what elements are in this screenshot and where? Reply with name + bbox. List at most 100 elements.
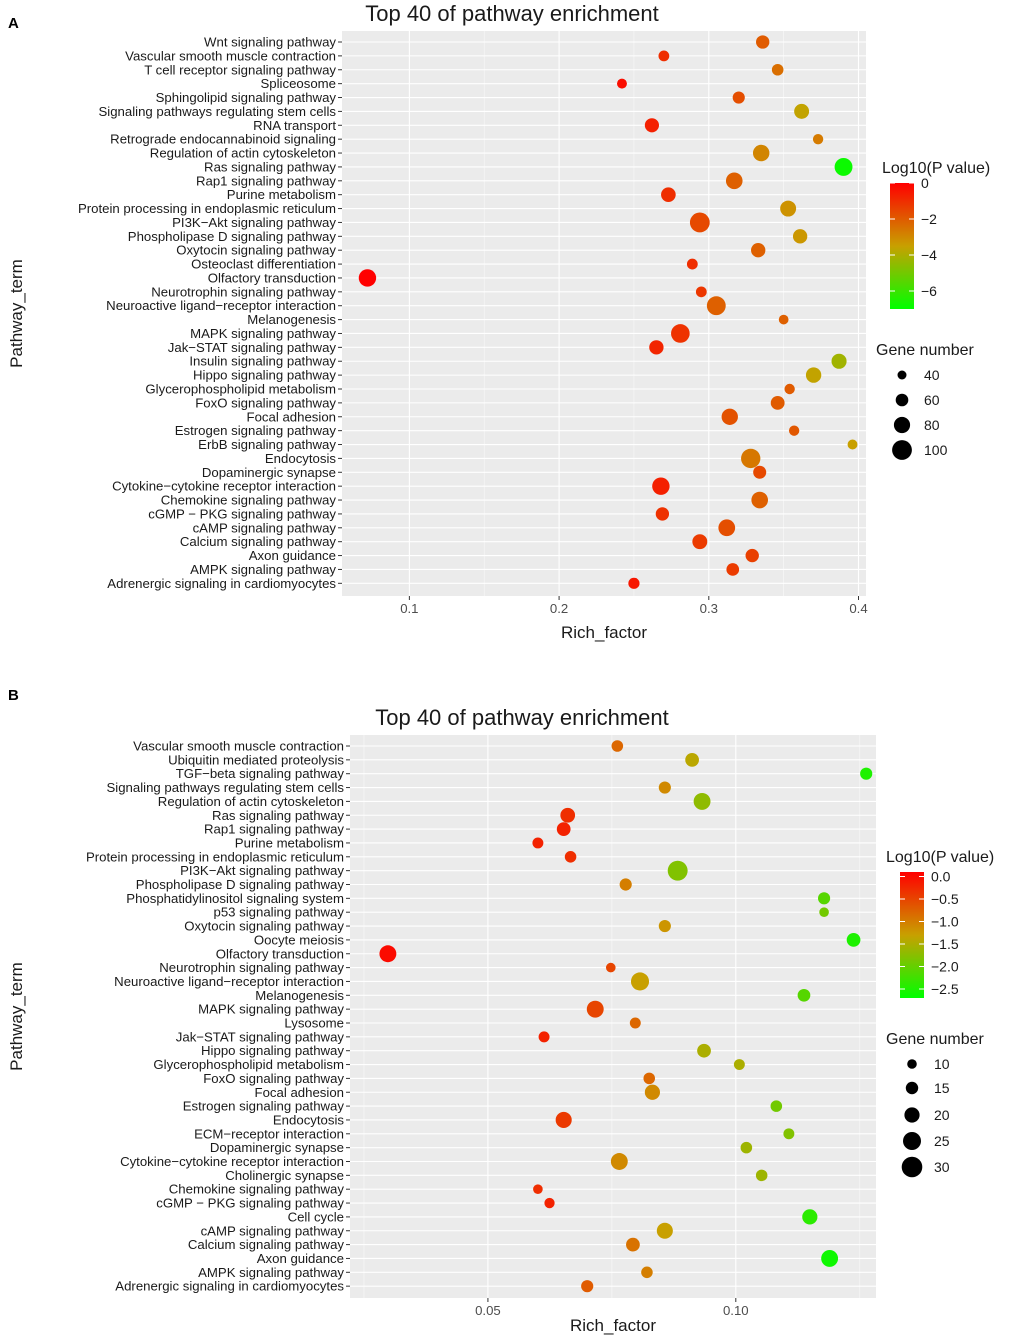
data-point	[581, 1280, 594, 1293]
size-legend-dot	[903, 1132, 921, 1150]
y-tick-label: Regulation of actin cytoskeleton	[150, 146, 336, 161]
data-point	[644, 118, 659, 133]
data-point	[564, 851, 577, 863]
y-tick-label: Insulin signaling pathway	[189, 354, 336, 369]
data-point	[630, 972, 650, 991]
data-point	[644, 1084, 660, 1100]
color-legend-label: −2.5	[931, 981, 959, 997]
x-tick-label: 0.4	[849, 601, 867, 616]
size-legend-label: 10	[934, 1056, 950, 1072]
data-point	[752, 144, 770, 162]
y-tick-label: AMPK signaling pathway	[190, 562, 336, 577]
plot-background	[350, 735, 876, 1298]
data-point	[706, 296, 726, 316]
y-tick-label: Retrograde endocannabinoid signaling	[110, 132, 336, 147]
data-point	[671, 324, 690, 343]
y-tick-label: TGF−beta signaling pathway	[176, 766, 345, 781]
color-legend-label: 0	[921, 175, 929, 191]
data-point	[755, 1169, 768, 1182]
y-tick-label: Signaling pathways regulating stem cells	[98, 104, 336, 119]
data-point	[860, 767, 873, 780]
data-point	[641, 1266, 653, 1279]
y-tick-label: Axon guidance	[257, 1251, 344, 1266]
y-tick-label: Osteoclast differentiation	[191, 257, 336, 272]
data-point	[794, 103, 810, 119]
y-tick-label: Focal adhesion	[247, 409, 336, 424]
data-point	[652, 477, 670, 495]
y-tick-label: Neuroactive ligand−receptor interaction	[114, 974, 344, 989]
y-tick-label: T cell receptor signaling pathway	[144, 62, 336, 77]
y-tick-label: cAMP signaling pathway	[201, 1223, 345, 1238]
data-point	[753, 465, 767, 479]
panel-letter: B	[8, 687, 19, 704]
data-point	[792, 229, 808, 244]
y-tick-label: Jak−STAT signaling pathway	[176, 1029, 345, 1044]
data-point	[658, 50, 670, 62]
data-point	[805, 367, 822, 383]
data-point	[656, 1222, 673, 1239]
data-point	[667, 860, 688, 881]
color-legend-label: −6	[921, 283, 937, 299]
size-legend-label: 25	[934, 1133, 950, 1149]
y-tick-label: Jak−STAT signaling pathway	[168, 340, 337, 355]
color-bar	[900, 872, 924, 998]
color-legend-label: −1.5	[931, 936, 959, 952]
data-point	[721, 408, 738, 425]
data-point	[695, 286, 707, 298]
x-axis-title: Rich_factor	[570, 1316, 656, 1335]
y-tick-label: Purine metabolism	[235, 835, 344, 850]
data-point	[555, 1111, 572, 1128]
color-legend-label: −4	[921, 247, 937, 263]
y-tick-label: Spliceosome	[261, 76, 337, 91]
data-point	[847, 439, 858, 450]
data-point	[778, 314, 789, 325]
data-point	[780, 200, 797, 217]
y-tick-label: Ras signaling pathway	[204, 159, 336, 174]
data-point	[733, 1059, 745, 1071]
y-tick-label: cGMP − PKG signaling pathway	[148, 506, 336, 521]
y-tick-label: Chemokine signaling pathway	[161, 493, 337, 508]
y-tick-label: Adrenergic signaling in cardiomyocytes	[115, 1279, 344, 1294]
data-point	[756, 35, 770, 49]
y-tick-label: ECM−receptor interaction	[194, 1126, 344, 1141]
y-tick-label: Neuroactive ligand−receptor interaction	[106, 298, 336, 313]
data-point	[605, 962, 616, 973]
size-legend-label: 30	[934, 1159, 950, 1175]
y-tick-label: MAPK signaling pathway	[198, 1002, 344, 1017]
panel-letter: A	[8, 15, 19, 32]
y-tick-label: Estrogen signaling pathway	[183, 1099, 345, 1114]
y-tick-label: Phospholipase D signaling pathway	[136, 877, 345, 892]
data-point	[619, 878, 632, 891]
color-bar	[890, 183, 914, 309]
y-axis-title: Pathway_term	[7, 962, 26, 1071]
data-point	[685, 752, 699, 767]
y-tick-label: Olfactory transduction	[216, 946, 344, 961]
data-point	[751, 491, 769, 509]
data-point	[718, 519, 736, 537]
y-tick-label: Wnt signaling pathway	[204, 35, 336, 50]
y-tick-label: Sphingolipid signaling pathway	[156, 90, 337, 105]
y-tick-label: Oocyte meiosis	[254, 932, 345, 947]
data-point	[658, 919, 671, 933]
y-tick-label: Neurotrophin signaling pathway	[159, 960, 344, 975]
y-tick-label: Phosphatidylinositol signaling system	[126, 891, 344, 906]
data-point	[802, 1209, 818, 1225]
y-tick-label: AMPK signaling pathway	[198, 1265, 344, 1280]
chart-title: Top 40 of pathway enrichment	[365, 1, 659, 26]
data-point	[655, 507, 670, 521]
y-tick-label: Endocytosis	[265, 451, 337, 466]
size-legend-label: 20	[934, 1107, 950, 1123]
color-legend-label: −1.0	[931, 914, 959, 930]
x-tick-label: 0.2	[550, 601, 568, 616]
y-tick-label: Regulation of actin cytoskeleton	[158, 794, 344, 809]
panel-A: A Top 40 of pathway enrichment Wnt signali…	[7, 1, 990, 642]
data-point	[770, 395, 785, 410]
data-point	[788, 425, 800, 436]
y-tick-label: Chemokine signaling pathway	[169, 1182, 345, 1197]
data-point	[610, 1153, 628, 1170]
y-tick-label: Oxytocin signaling pathway	[184, 919, 344, 934]
size-legend-dot	[907, 1059, 917, 1069]
data-point	[658, 781, 671, 794]
y-tick-label: Cytokine−cytokine receptor interaction	[112, 479, 336, 494]
y-tick-label: Vascular smooth muscle contraction	[125, 48, 336, 63]
